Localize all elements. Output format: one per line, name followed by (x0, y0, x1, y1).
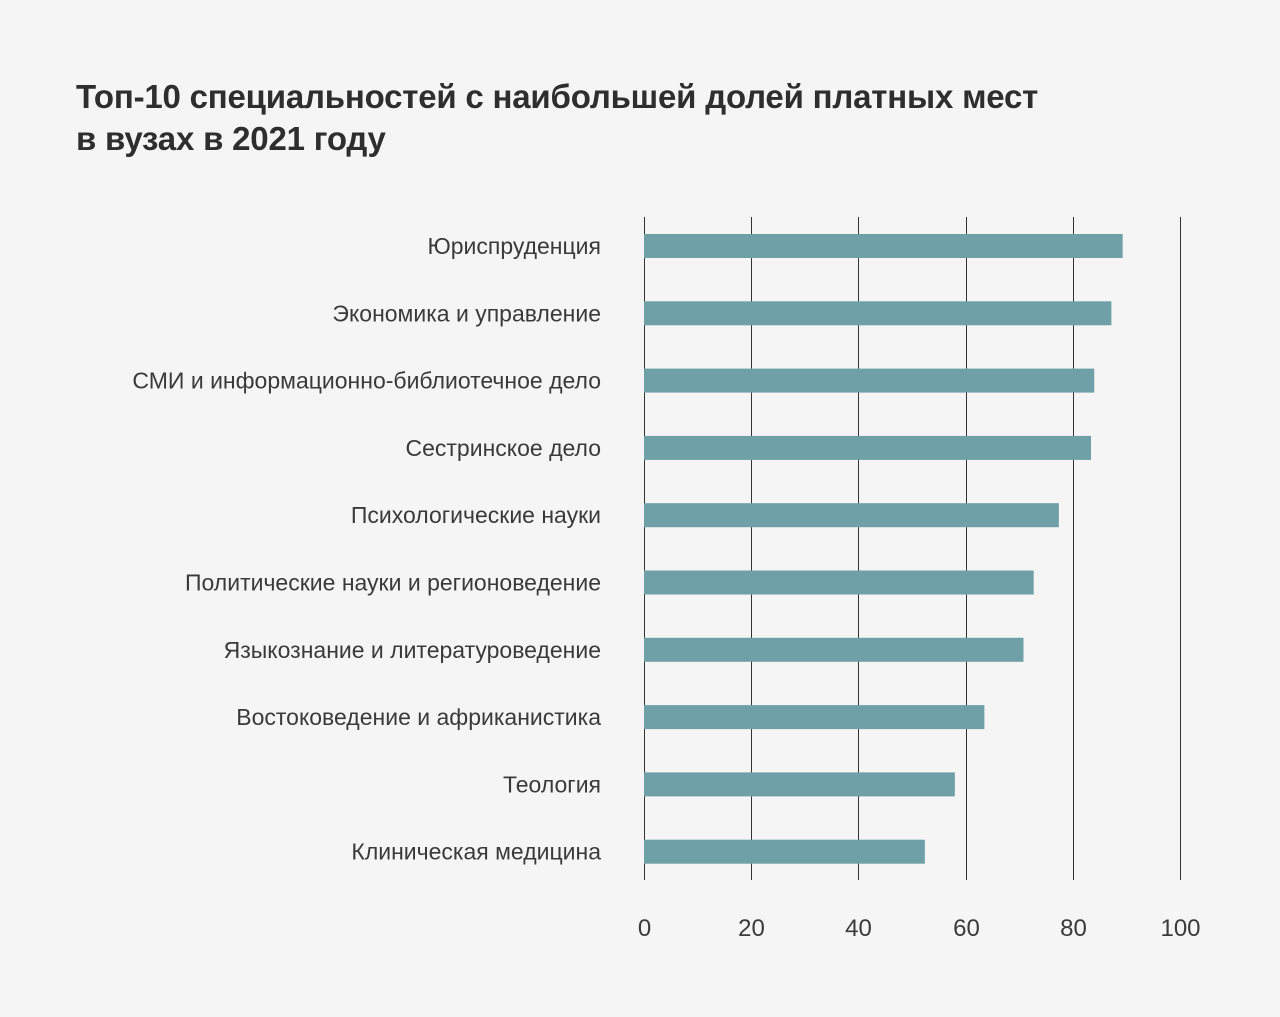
category-label: Сестринское дело (406, 435, 602, 461)
x-tick-label: 80 (1060, 915, 1087, 942)
x-tick-label: 60 (953, 915, 980, 942)
category-label: Юриспруденция (428, 233, 602, 259)
bar (644, 705, 985, 730)
category-label: Языкознание и литературоведение (224, 637, 601, 663)
x-tick-label: 100 (1160, 915, 1200, 942)
category-label: Психологические науки (351, 502, 601, 528)
chart-title: Топ-10 специальностей с наибольшей долей… (76, 76, 1176, 160)
category-labels: Юриспруденция Экономика и управление СМИ и… (132, 233, 601, 865)
category-label: Политические науки и регионоведение (185, 570, 601, 596)
category-label: Клиническая медицина (351, 839, 601, 865)
chart-title-line-2: в вузах в 2021 году (76, 120, 386, 157)
gridlines (644, 217, 1181, 880)
bar (644, 503, 1059, 528)
bar (644, 234, 1123, 258)
category-label: СМИ и информационно-библиотечное дело (132, 368, 601, 394)
bar (644, 637, 1024, 662)
category-label: Экономика и управление (332, 300, 601, 326)
bars (644, 234, 1123, 864)
category-label: Востоковедение и африканистика (236, 704, 601, 730)
x-tick-label: 40 (845, 915, 872, 942)
bar (644, 368, 1095, 393)
bar (644, 301, 1112, 326)
bar (644, 570, 1034, 595)
chart-title-line-1: Топ-10 специальностей с наибольшей долей… (76, 78, 1039, 115)
category-label: Теология (503, 771, 601, 797)
bar (644, 435, 1092, 460)
x-tick-label: 20 (738, 915, 765, 942)
bar (644, 772, 955, 797)
x-axis-tick-labels: 0 20 40 60 80 100 (638, 915, 1201, 942)
x-tick-label: 0 (638, 915, 651, 942)
bar (644, 839, 925, 864)
